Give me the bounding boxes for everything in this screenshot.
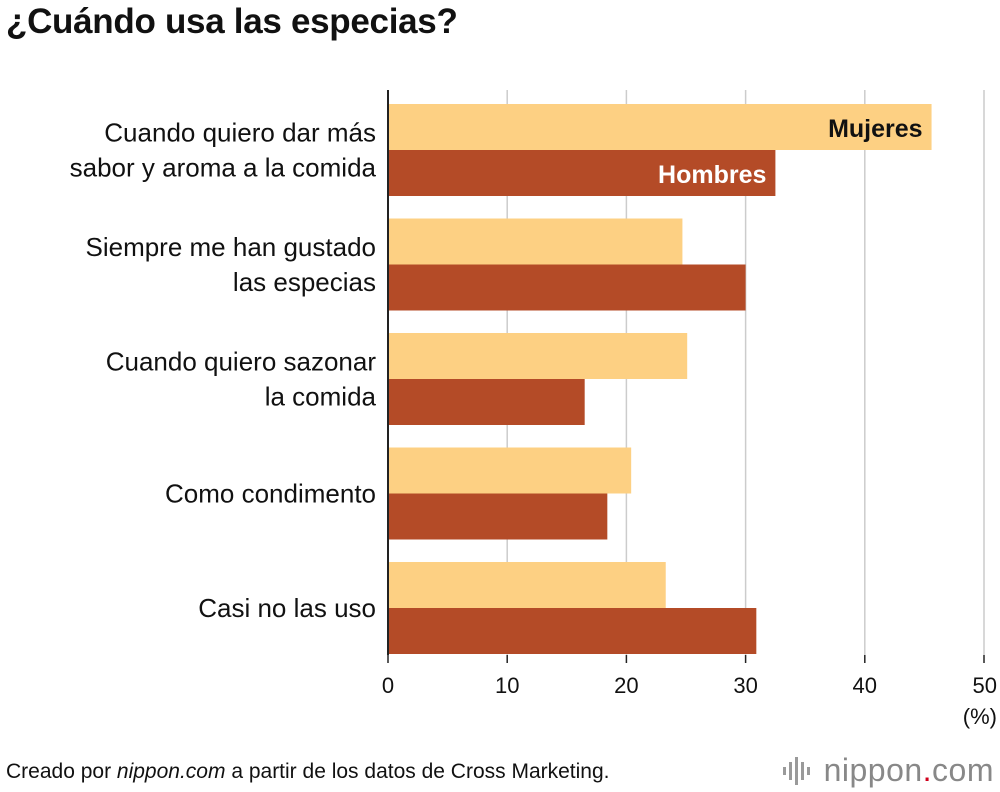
bar-hombres (388, 150, 776, 196)
bar-mujeres (388, 333, 688, 379)
source-site: nippon.com (116, 760, 226, 783)
tick-label: 30 (733, 673, 757, 698)
source-suffix: a partir de los datos de Cross Marketing… (225, 760, 610, 783)
category-label: Cuando quiero sazonar (106, 347, 377, 377)
tick-label: 50 (973, 673, 997, 698)
legend-label-mujeres: Mujeres (828, 115, 922, 143)
bar-mujeres (388, 104, 932, 150)
brand-dot: . (922, 752, 933, 788)
tick-labels: 0 10 20 30 40 50 (%) (382, 673, 997, 729)
source-note: Creado por nippon.com a partir de los da… (6, 760, 610, 784)
category-label: Cuando quiero dar más (104, 118, 376, 148)
tick-label: 0 (382, 673, 394, 698)
bar-hombres (388, 379, 585, 425)
category-label: las especias (233, 267, 376, 297)
tick-label: 40 (853, 673, 877, 698)
bars: Mujeres Hombres (388, 104, 932, 654)
brand-logo: nippon. com (782, 752, 994, 789)
category-label: sabor y aroma a la comida (70, 153, 377, 183)
source-prefix: Creado por (6, 760, 117, 783)
category-label: Como condimento (165, 479, 376, 509)
category-label: Casi no las uso (198, 593, 376, 623)
chart-title: ¿Cuándo usa las especias? (6, 2, 458, 41)
unit-label: (%) (963, 704, 997, 729)
axes (387, 90, 985, 663)
bar-hombres (388, 608, 757, 654)
bar-mujeres (388, 447, 632, 494)
bar-mujeres (388, 218, 683, 265)
category-label: Siempre me han gustado (85, 232, 376, 262)
tick-label: 10 (495, 673, 519, 698)
category-labels: Cuando quiero dar más sabor y aroma a la … (70, 118, 377, 624)
audio-bars-icon (782, 756, 810, 785)
bar-hombres (388, 493, 608, 540)
category-label: la comida (265, 382, 377, 412)
legend-label-hombres: Hombres (658, 161, 766, 189)
tick-label: 20 (614, 673, 638, 698)
bar-hombres (388, 264, 746, 311)
brand-tld: com (932, 752, 994, 788)
brand-name: nippon (823, 752, 923, 788)
bar-mujeres (388, 562, 666, 608)
